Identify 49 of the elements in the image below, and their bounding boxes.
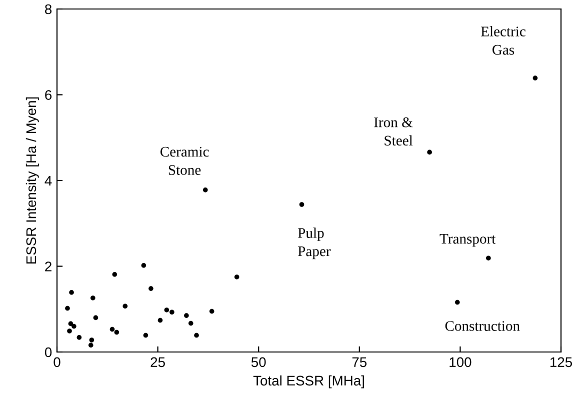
point xyxy=(148,286,154,291)
annotation: Electric Gas xyxy=(481,26,526,55)
annotation: Pulp Paper xyxy=(298,228,331,260)
y-tick-label: 8 xyxy=(45,4,52,14)
x-axis-title: Total ESSR [MHa] xyxy=(253,375,364,388)
y-tick-label: 0 xyxy=(44,347,52,358)
point xyxy=(234,274,240,280)
point xyxy=(93,315,98,320)
point xyxy=(89,338,94,342)
point xyxy=(143,332,148,338)
y-tick-label: 4 xyxy=(44,176,52,186)
point xyxy=(122,304,128,309)
point xyxy=(454,300,460,305)
x-tick-label: 75 xyxy=(352,357,367,368)
point xyxy=(141,262,146,268)
point xyxy=(88,342,94,348)
x-tick-label: 125 xyxy=(550,357,572,368)
point xyxy=(65,306,70,311)
point xyxy=(158,318,163,323)
point xyxy=(110,326,115,332)
x-tick-label: 100 xyxy=(450,357,472,368)
annotation: Construction xyxy=(445,321,520,331)
point xyxy=(69,290,74,295)
y-tick-label: 2 xyxy=(45,262,52,272)
annotation: Iron & Steel xyxy=(374,117,413,146)
point xyxy=(202,188,208,192)
point xyxy=(194,332,199,338)
annotation: Transport xyxy=(440,234,496,247)
point xyxy=(90,296,96,300)
x-tick-label: 0 xyxy=(54,357,60,368)
point xyxy=(164,308,170,312)
point xyxy=(76,335,82,340)
point xyxy=(427,150,432,155)
point xyxy=(299,202,304,207)
x-tick-label: 25 xyxy=(150,357,165,368)
point xyxy=(170,310,174,315)
point xyxy=(67,328,72,334)
point xyxy=(486,256,491,261)
annotation: Ceramic Stone xyxy=(160,146,209,175)
y-axis-title: ESSR Intensity [Ha / Myen] xyxy=(26,97,39,264)
point xyxy=(209,308,214,314)
point xyxy=(532,76,538,80)
point xyxy=(72,324,76,329)
x-tick-label: 50 xyxy=(251,357,266,368)
point xyxy=(184,313,189,318)
point xyxy=(114,330,120,335)
point xyxy=(112,272,118,277)
y-tick-label: 6 xyxy=(45,90,52,100)
point xyxy=(188,320,194,326)
